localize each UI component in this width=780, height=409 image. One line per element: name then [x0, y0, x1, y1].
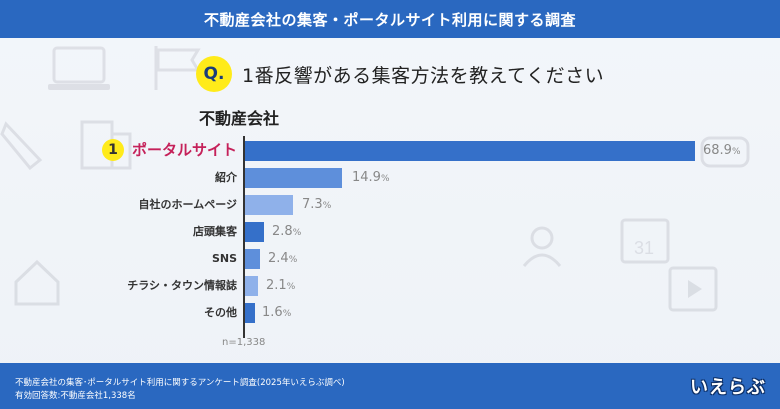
bar-label: 店頭集客 — [193, 225, 237, 238]
bar-row: 自社のホームページ 7.3% — [0, 195, 780, 215]
bar-label: SNS — [211, 252, 237, 265]
chart-axis — [243, 136, 245, 338]
bar — [245, 276, 258, 296]
respondent-count-note: 有効回答数:不動産会社1,338名 — [15, 391, 136, 401]
source-note: 不動産会社の集客･ポータルサイト利用に関するアンケート調査(2025年いえらぶ調… — [15, 378, 345, 388]
page-title: 不動産会社の集客・ポータルサイト利用に関する調査 — [203, 10, 576, 29]
bar-label: 自社のホームページ — [138, 198, 237, 211]
bar — [245, 168, 342, 188]
bar-value: 2.1% — [266, 278, 296, 293]
bar-label: その他 — [204, 306, 237, 319]
flag-sale-icon — [154, 46, 201, 90]
bar-label: チラシ・タウン情報誌 — [127, 279, 237, 292]
question-text: 1番反響がある集客方法を教えてください — [242, 64, 605, 87]
header-bar: 不動産会社の集客・ポータルサイト利用に関する調査 — [0, 0, 780, 38]
bar-row: その他 1.6% — [0, 303, 780, 323]
rank-badge: 1 — [101, 139, 124, 161]
footer-bar: 不動産会社の集客･ポータルサイト利用に関するアンケート調査(2025年いえらぶ調… — [0, 363, 780, 409]
question-badge: Q. — [196, 56, 232, 92]
bar-label: 紹介 — [215, 171, 237, 184]
bar-value: 7.3% — [302, 197, 332, 212]
bar — [245, 195, 293, 215]
bar-value: 14.9% — [352, 170, 390, 185]
sample-size-label: n=1,338 — [222, 337, 266, 348]
brand-logo: いえらぶ — [690, 377, 766, 398]
bar-value: 2.4% — [268, 251, 298, 266]
bar-row: チラシ・タウン情報誌 2.1% — [0, 276, 780, 296]
bar-row: 1 ポータルサイト 68.9% — [0, 139, 780, 161]
bar — [245, 222, 264, 242]
bar-value: 68.9% — [703, 143, 741, 158]
bar-value: 1.6% — [262, 305, 292, 320]
bar-label-highlight: 1 ポータルサイト — [101, 139, 237, 161]
question-heading: Q. 1番反響がある集客方法を教えてください — [196, 56, 604, 92]
bar-value: 2.8% — [272, 224, 302, 239]
bar — [245, 303, 255, 323]
bar — [245, 141, 695, 161]
bar-row: SNS 2.4% — [0, 249, 780, 269]
section-title: 不動産会社 — [199, 109, 280, 128]
bar — [245, 249, 260, 269]
bar-row: 紹介 14.9% — [0, 168, 780, 188]
bar-row: 店頭集客 2.8% — [0, 222, 780, 242]
laptop-icon — [48, 46, 110, 90]
